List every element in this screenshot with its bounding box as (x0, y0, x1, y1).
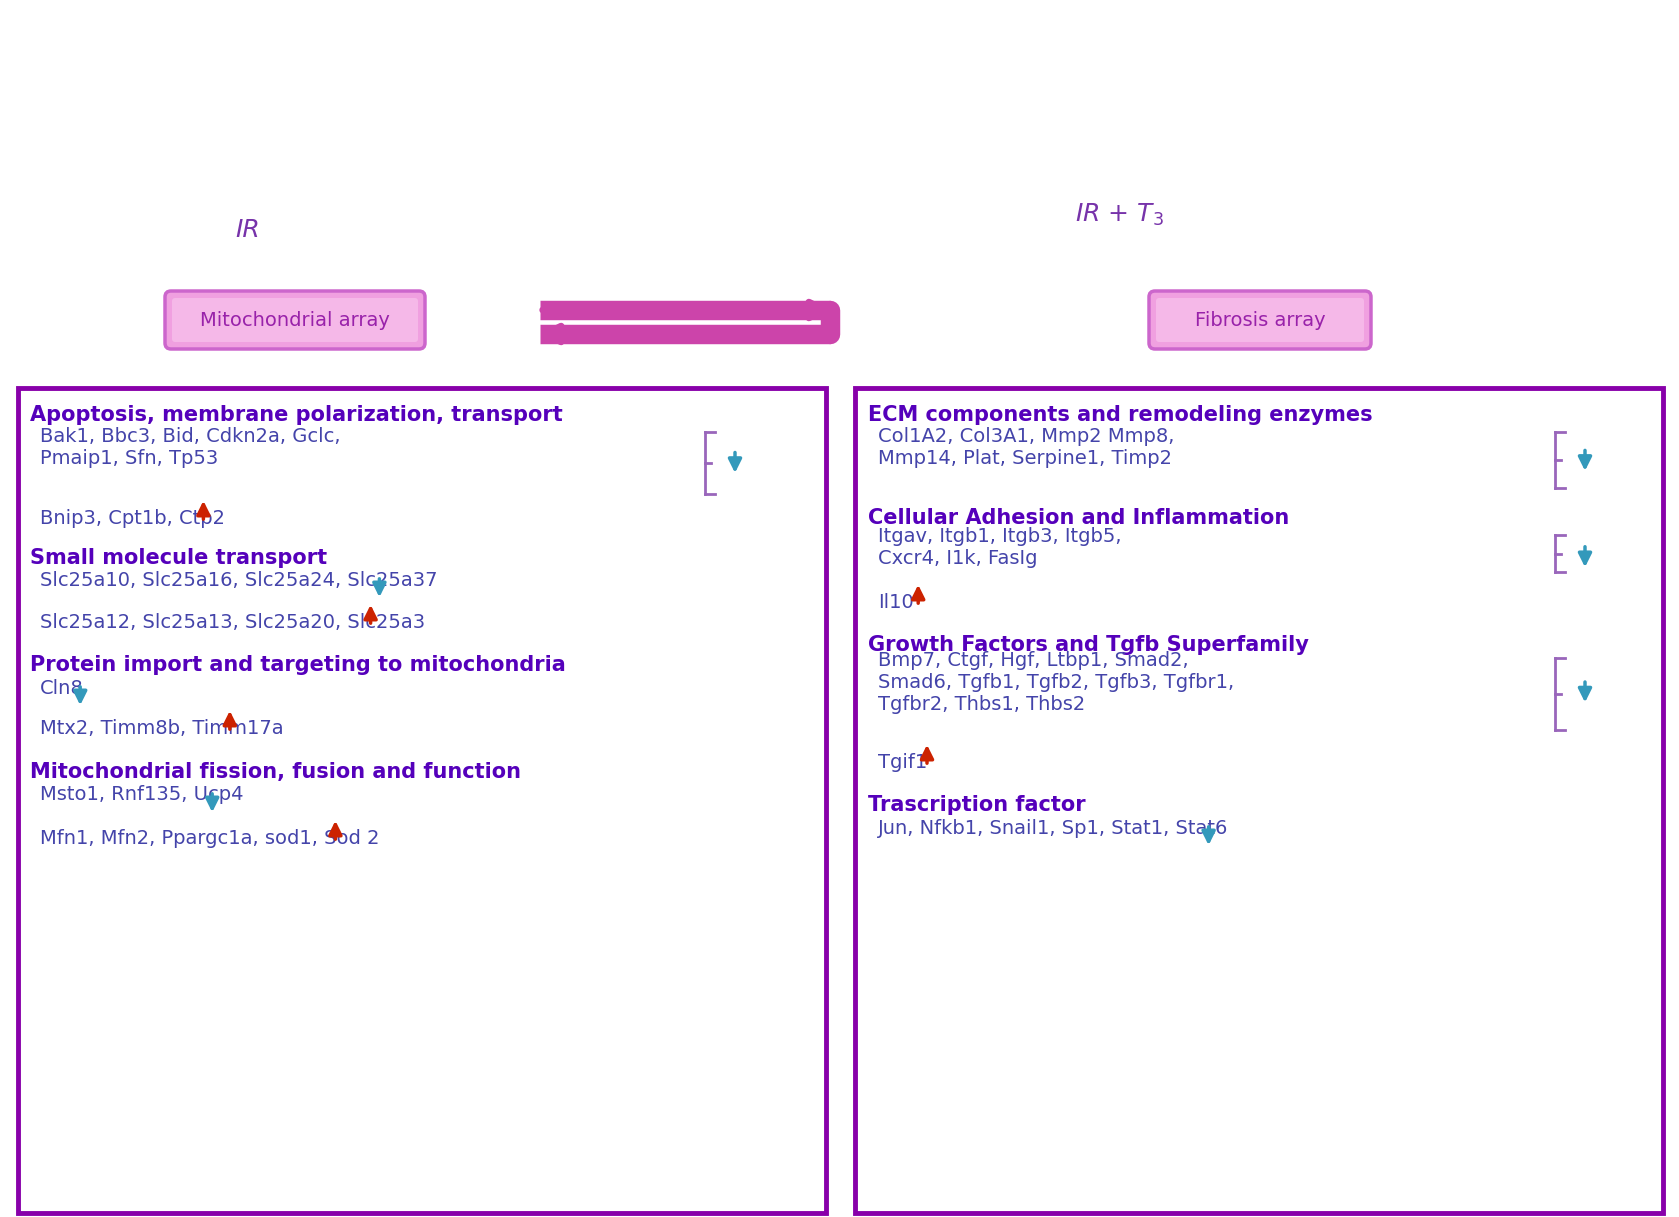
Text: Itgav, Itgb1, Itgb3, Itgb5,
Cxcr4, I1k, FasIg: Itgav, Itgb1, Itgb3, Itgb5, Cxcr4, I1k, … (878, 527, 1122, 568)
FancyBboxPatch shape (18, 388, 826, 1213)
Text: Bnip3, Cpt1b, Ctp2: Bnip3, Cpt1b, Ctp2 (40, 509, 225, 527)
Text: Trascription factor: Trascription factor (868, 795, 1086, 815)
Text: IR + T$_3$: IR + T$_3$ (1075, 202, 1164, 228)
Text: Slc25a10, Slc25a16, Slc25a24, Slc25a37: Slc25a10, Slc25a16, Slc25a24, Slc25a37 (40, 571, 438, 589)
Text: IR: IR (235, 218, 260, 242)
Text: Slc25a12, Slc25a13, Slc25a20, Slc25a3: Slc25a12, Slc25a13, Slc25a20, Slc25a3 (40, 612, 425, 632)
Text: Bmp7, Ctgf, Hgf, Ltbp1, Smad2,
Smad6, Tgfb1, Tgfb2, Tgfb3, Tgfbr1,
Tgfbr2, Thbs1: Bmp7, Ctgf, Hgf, Ltbp1, Smad2, Smad6, Tg… (878, 651, 1234, 713)
Text: Fibrosis array: Fibrosis array (1195, 310, 1325, 330)
Text: Mitochondrial array: Mitochondrial array (200, 310, 390, 330)
Text: Col1A2, Col3A1, Mmp2 Mmp8,
Mmp14, Plat, Serpine1, Timp2: Col1A2, Col3A1, Mmp2 Mmp8, Mmp14, Plat, … (878, 427, 1174, 469)
Text: Growth Factors and Tgfb Superfamily: Growth Factors and Tgfb Superfamily (868, 635, 1310, 655)
Text: Mitochondrial fission, fusion and function: Mitochondrial fission, fusion and functi… (30, 762, 520, 783)
FancyBboxPatch shape (855, 388, 1662, 1213)
Text: Msto1, Rnf135, Ucp4: Msto1, Rnf135, Ucp4 (40, 785, 243, 804)
Text: Tgif1: Tgif1 (878, 752, 927, 772)
Text: Jun, Nfkb1, Snail1, Sp1, Stat1, Stat6: Jun, Nfkb1, Snail1, Sp1, Stat1, Stat6 (878, 819, 1229, 837)
Text: ECM components and remodeling enzymes: ECM components and remodeling enzymes (868, 405, 1373, 425)
Text: Il10: Il10 (878, 593, 913, 611)
FancyBboxPatch shape (171, 298, 418, 342)
Text: Cellular Adhesion and Inflammation: Cellular Adhesion and Inflammation (868, 507, 1289, 528)
Text: Cln8: Cln8 (40, 679, 84, 697)
FancyBboxPatch shape (1157, 298, 1363, 342)
Text: Mfn1, Mfn2, Ppargc1a, sod1, Sod 2: Mfn1, Mfn2, Ppargc1a, sod1, Sod 2 (40, 829, 379, 847)
Text: Bak1, Bbc3, Bid, Cdkn2a, Gclc,
Pmaip1, Sfn, Tp53: Bak1, Bbc3, Bid, Cdkn2a, Gclc, Pmaip1, S… (40, 427, 341, 469)
Text: Apoptosis, membrane polarization, transport: Apoptosis, membrane polarization, transp… (30, 405, 562, 425)
FancyBboxPatch shape (165, 291, 425, 349)
Text: Small molecule transport: Small molecule transport (30, 548, 327, 568)
Text: Mtx2, Timm8b, Timm17a: Mtx2, Timm8b, Timm17a (40, 718, 284, 738)
FancyBboxPatch shape (1148, 291, 1372, 349)
Text: Protein import and targeting to mitochondria: Protein import and targeting to mitochon… (30, 655, 566, 675)
